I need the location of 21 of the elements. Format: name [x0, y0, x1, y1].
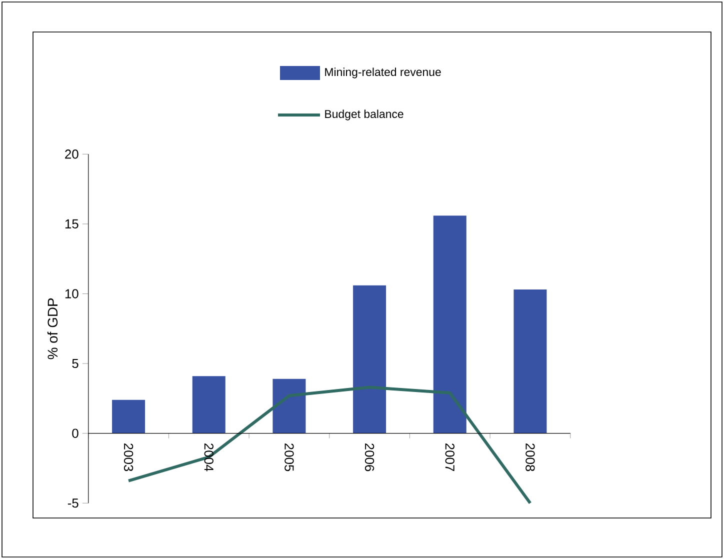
x-tick-label: 2003 [124, 444, 134, 472]
legend-label: Mining-related revenue [325, 68, 441, 78]
bar [353, 285, 386, 434]
legend-label: Budget balance [325, 110, 404, 120]
y-tick-label: -5 [68, 498, 78, 508]
bar [192, 376, 226, 434]
bar [112, 400, 146, 434]
x-tick-label: 2006 [364, 444, 374, 472]
y-tick-label: 20 [65, 150, 78, 159]
x-tick-label: 2005 [284, 444, 294, 472]
x-tick-label: 2008 [526, 444, 535, 472]
bar [514, 290, 547, 434]
x-tick-label: 2007 [445, 444, 454, 472]
bar [272, 378, 306, 434]
x-tick-label: 2004 [204, 444, 214, 472]
y-axis-title: % of GDP [47, 298, 58, 360]
y-tick-label: 0 [72, 428, 78, 438]
y-tick-label: 5 [72, 359, 78, 368]
bar [433, 216, 466, 434]
y-tick-label: 15 [65, 219, 78, 228]
y-tick-label: 10 [65, 289, 78, 298]
